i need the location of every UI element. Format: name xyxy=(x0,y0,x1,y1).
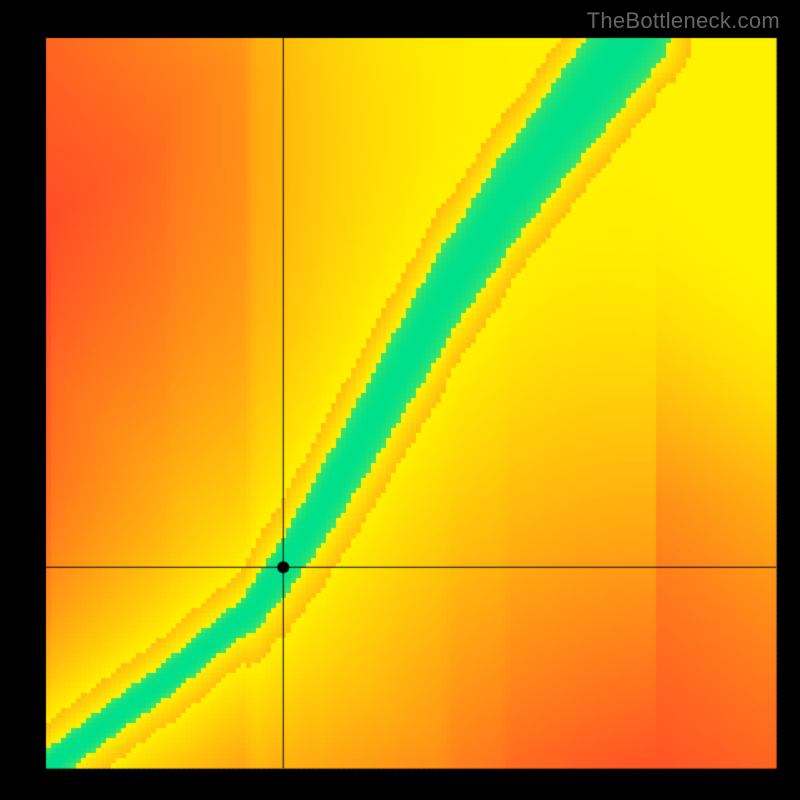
watermark-text: TheBottleneck.com xyxy=(587,8,780,34)
chart-container: TheBottleneck.com xyxy=(0,0,800,800)
bottleneck-heatmap xyxy=(0,0,800,800)
